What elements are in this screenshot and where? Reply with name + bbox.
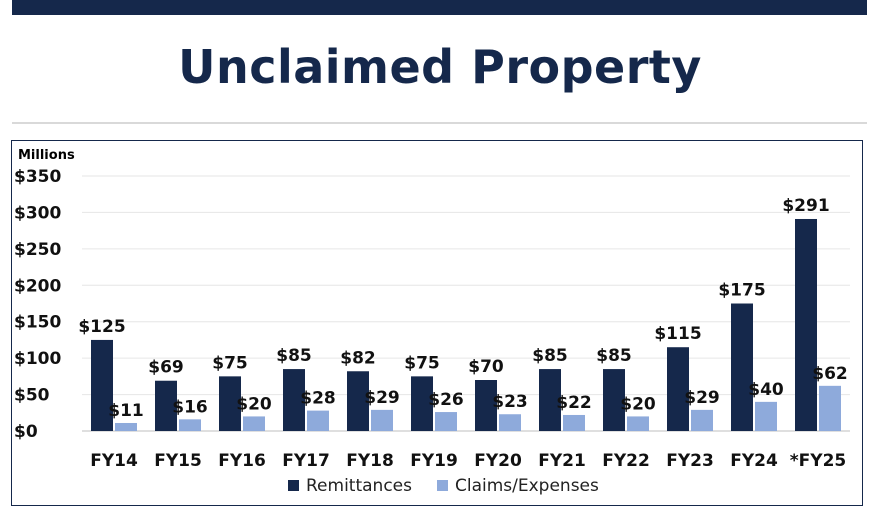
data-label-remittances: $70 — [468, 357, 504, 377]
bar-claims-expenses — [307, 410, 329, 431]
data-label-claims-expenses: $26 — [428, 390, 464, 410]
x-tick-label: FY22 — [602, 451, 650, 471]
header-bar — [12, 0, 867, 15]
y-units-label: Millions — [18, 148, 75, 163]
bar-claims-expenses — [243, 416, 265, 431]
data-label-remittances: $69 — [148, 358, 184, 378]
bar-claims-expenses — [755, 401, 777, 431]
x-tick-label: FY17 — [282, 451, 330, 471]
bar-remittances — [731, 303, 753, 431]
data-label-remittances: $85 — [276, 346, 312, 366]
data-label-claims-expenses: $62 — [812, 364, 848, 384]
bar-remittances — [91, 339, 113, 431]
bar-claims-expenses — [115, 422, 137, 431]
data-label-remittances: $291 — [782, 196, 829, 216]
y-tick-label: $0 — [14, 422, 38, 442]
bar-remittances — [667, 347, 689, 431]
legend-label-claims-expenses: Claims/Expenses — [455, 476, 599, 496]
y-tick-label: $350 — [14, 167, 61, 187]
bar-remittances — [411, 376, 433, 431]
data-label-claims-expenses: $23 — [492, 392, 528, 412]
bar-claims-expenses — [435, 412, 457, 431]
y-tick-label: $150 — [14, 313, 61, 333]
x-tick-label: FY18 — [346, 451, 394, 471]
y-tick-label: $100 — [14, 349, 61, 369]
bar-claims-expenses — [563, 414, 585, 431]
legend-label-remittances: Remittances — [306, 476, 412, 496]
data-label-remittances: $85 — [532, 346, 568, 366]
bar-claims-expenses — [371, 409, 393, 431]
title-divider — [12, 122, 867, 124]
y-tick-label: $50 — [14, 386, 50, 406]
data-label-remittances: $115 — [654, 324, 701, 344]
data-label-remittances: $175 — [718, 281, 765, 301]
legend-swatch-claims-expenses — [437, 480, 448, 491]
bar-remittances — [219, 376, 241, 431]
bar-claims-expenses — [819, 385, 841, 431]
y-tick-label: $250 — [14, 240, 61, 260]
page-title: Unclaimed Property — [178, 40, 702, 94]
y-tick-label: $300 — [14, 203, 61, 223]
bar-remittances — [155, 380, 177, 431]
x-tick-label: FY20 — [474, 451, 522, 471]
x-tick-label: *FY25 — [790, 451, 846, 471]
x-tick-label: FY23 — [666, 451, 714, 471]
data-label-remittances: $75 — [404, 353, 440, 373]
data-label-claims-expenses: $29 — [364, 388, 400, 408]
x-tick-label: FY14 — [90, 451, 138, 471]
bar-claims-expenses — [691, 409, 713, 431]
data-label-remittances: $125 — [78, 317, 125, 337]
data-label-claims-expenses: $22 — [556, 393, 592, 413]
data-label-claims-expenses: $11 — [108, 401, 144, 421]
data-label-claims-expenses: $20 — [620, 394, 656, 414]
data-label-remittances: $82 — [340, 348, 376, 368]
y-tick-label: $200 — [14, 276, 61, 296]
bar-remittances — [283, 369, 305, 431]
bar-remittances — [603, 369, 625, 431]
data-label-claims-expenses: $20 — [236, 394, 272, 414]
bar-remittances — [475, 380, 497, 431]
data-label-claims-expenses: $40 — [748, 380, 784, 400]
x-tick-label: FY19 — [410, 451, 458, 471]
data-label-remittances: $75 — [212, 353, 248, 373]
x-tick-label: FY15 — [154, 451, 202, 471]
bar-claims-expenses — [499, 414, 521, 431]
bar-remittances — [539, 369, 561, 431]
data-label-claims-expenses: $16 — [172, 397, 208, 417]
x-tick-label: FY24 — [730, 451, 778, 471]
chart-frame: Millions $0 $50 $100 $150 $200 $250 $300 $350 $12… — [11, 140, 863, 506]
x-tick-label: FY21 — [538, 451, 586, 471]
data-label-remittances: $85 — [596, 346, 632, 366]
legend-swatch-remittances — [288, 480, 299, 491]
x-tick-label: FY16 — [218, 451, 266, 471]
bar-remittances — [347, 371, 369, 431]
bar-chart: Millions $0 $50 $100 $150 $200 $250 $300 $350 $12… — [14, 148, 850, 496]
bar-claims-expenses — [179, 419, 201, 431]
bar-claims-expenses — [627, 416, 649, 431]
data-label-claims-expenses: $28 — [300, 389, 336, 409]
bar-remittances — [795, 218, 817, 431]
data-label-claims-expenses: $29 — [684, 388, 720, 408]
